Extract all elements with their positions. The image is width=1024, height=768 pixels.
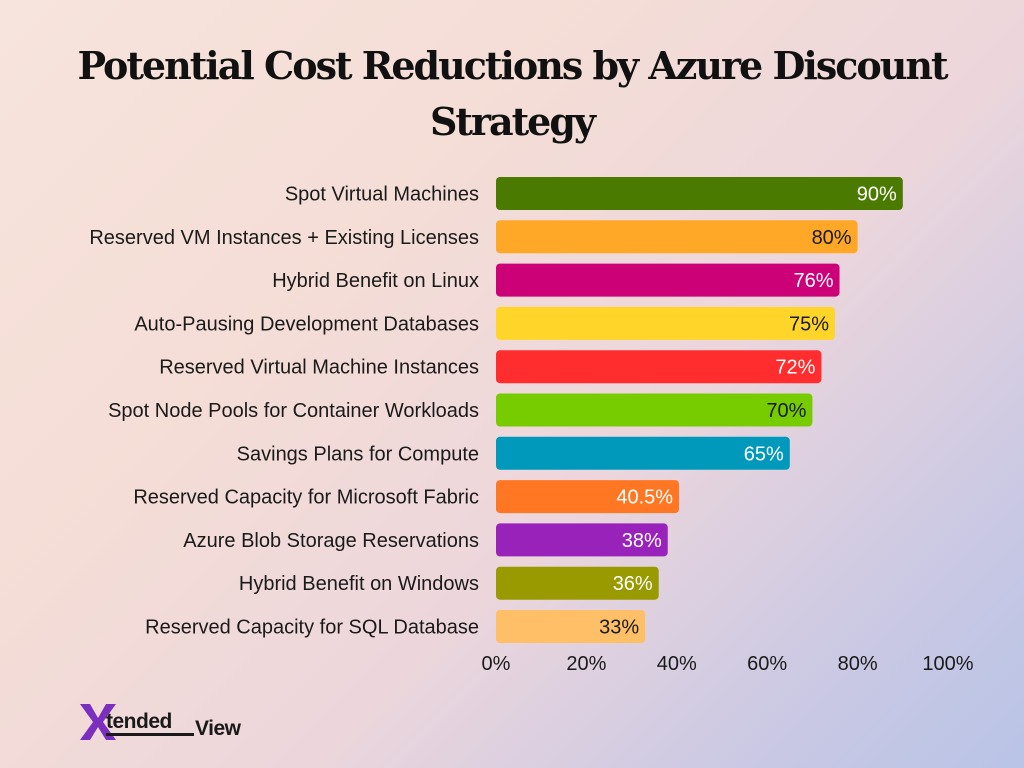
category-label: Spot Virtual Machines — [285, 184, 479, 206]
xtendedview-logo: tended View — [78, 700, 278, 746]
category-label: Reserved VM Instances + Existing License… — [89, 227, 479, 249]
bar — [496, 566, 659, 600]
bar — [496, 263, 840, 297]
category-label: Hybrid Benefit on Windows — [239, 573, 479, 595]
logo-text-tended: tended — [106, 710, 172, 733]
category-label: Azure Blob Storage Reservations — [183, 530, 479, 552]
x-tick-label: 20% — [566, 653, 606, 675]
category-label: Reserved Capacity for SQL Database — [145, 617, 479, 639]
logo-text-view: View — [195, 717, 241, 740]
x-tick-label: 100% — [922, 653, 973, 675]
bar — [496, 393, 813, 427]
value-label: 72% — [775, 357, 815, 379]
bar — [496, 220, 858, 254]
bar-chart: Spot Virtual Machines 90% Reserved VM Inst… — [89, 177, 974, 675]
value-label: 75% — [789, 313, 829, 335]
bar — [496, 177, 903, 210]
bar — [496, 523, 668, 557]
x-tick-label: 80% — [838, 653, 878, 675]
logo-underline — [106, 733, 194, 736]
value-label: 76% — [793, 270, 833, 292]
value-label: 40.5% — [616, 487, 673, 509]
bar — [496, 480, 680, 514]
category-label: Reserved Virtual Machine Instances — [159, 357, 479, 379]
category-label: Auto-Pausing Development Databases — [134, 313, 479, 335]
chart-title-line-2: Strategy — [429, 99, 596, 144]
bar — [496, 306, 835, 340]
chart-title-line-1: Potential Cost Reductions by Azure Disco… — [77, 43, 948, 88]
value-label: 70% — [766, 400, 806, 422]
bar — [496, 436, 790, 470]
value-label: 80% — [812, 227, 852, 249]
value-label: 65% — [744, 443, 784, 465]
category-label: Spot Node Pools for Container Workloads — [108, 400, 479, 422]
category-label: Reserved Capacity for Microsoft Fabric — [133, 487, 479, 509]
value-label: 90% — [857, 184, 897, 206]
category-label: Savings Plans for Compute — [237, 443, 479, 465]
x-tick-label: 60% — [747, 653, 787, 675]
chart-title: Potential Cost Reductions by Azure Disco… — [0, 38, 1024, 150]
value-label: 33% — [599, 617, 639, 639]
x-logo-mark-icon — [80, 704, 116, 740]
category-label: Hybrid Benefit on Linux — [272, 270, 479, 292]
value-label: 36% — [613, 573, 653, 595]
value-label: 38% — [622, 530, 662, 552]
x-tick-label: 40% — [657, 653, 697, 675]
bar — [496, 610, 646, 643]
x-tick-label: 0% — [482, 653, 511, 675]
bar — [496, 350, 822, 384]
